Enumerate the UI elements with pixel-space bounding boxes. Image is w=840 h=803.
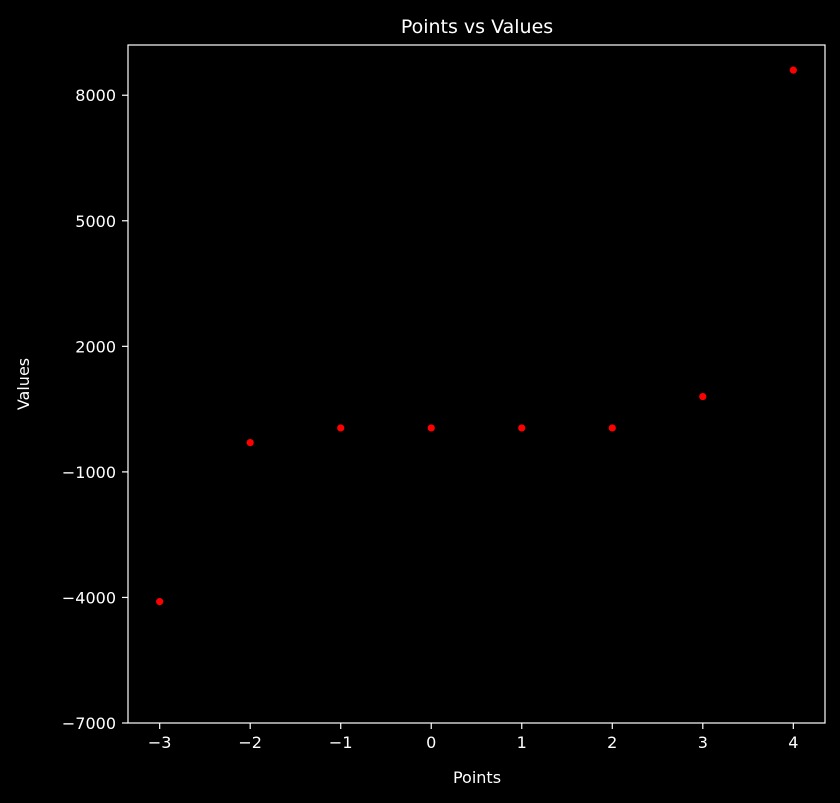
data-point — [337, 424, 345, 432]
axes-frame — [127, 44, 826, 724]
data-point — [156, 598, 164, 606]
x-tick-label: −1 — [329, 733, 353, 752]
x-tick-label: 1 — [517, 733, 527, 752]
x-tick-label: −3 — [148, 733, 172, 752]
plot-area: −3 −2 −1 0 1 2 3 4 −7000 −4000 −1000 2000 5000 8000 — [62, 44, 826, 752]
x-tick-label: 3 — [698, 733, 708, 752]
y-tick-label: 8000 — [75, 86, 116, 105]
x-tick-label: 0 — [426, 733, 436, 752]
x-tick-label: 4 — [788, 733, 798, 752]
x-axis-label: Points — [453, 768, 501, 787]
data-point — [789, 66, 797, 74]
x-axis: −3 −2 −1 0 1 2 3 4 — [148, 723, 798, 752]
y-tick-label: −1000 — [62, 463, 116, 482]
y-axis-label: Values — [14, 358, 33, 410]
data-point — [608, 424, 616, 432]
data-point — [699, 392, 707, 401]
data-point — [518, 424, 526, 432]
y-axis: −7000 −4000 −1000 2000 5000 8000 — [62, 86, 128, 733]
x-tick-label: −2 — [238, 733, 262, 752]
y-tick-label: 2000 — [75, 337, 116, 356]
data-points — [156, 66, 797, 606]
y-tick-label: −4000 — [62, 588, 116, 607]
y-tick-label: −7000 — [62, 714, 116, 733]
chart-title: Points vs Values — [401, 16, 553, 38]
y-tick-label: 5000 — [75, 212, 116, 231]
data-point — [246, 438, 254, 447]
data-point — [427, 424, 435, 432]
x-tick-label: 2 — [607, 733, 617, 752]
